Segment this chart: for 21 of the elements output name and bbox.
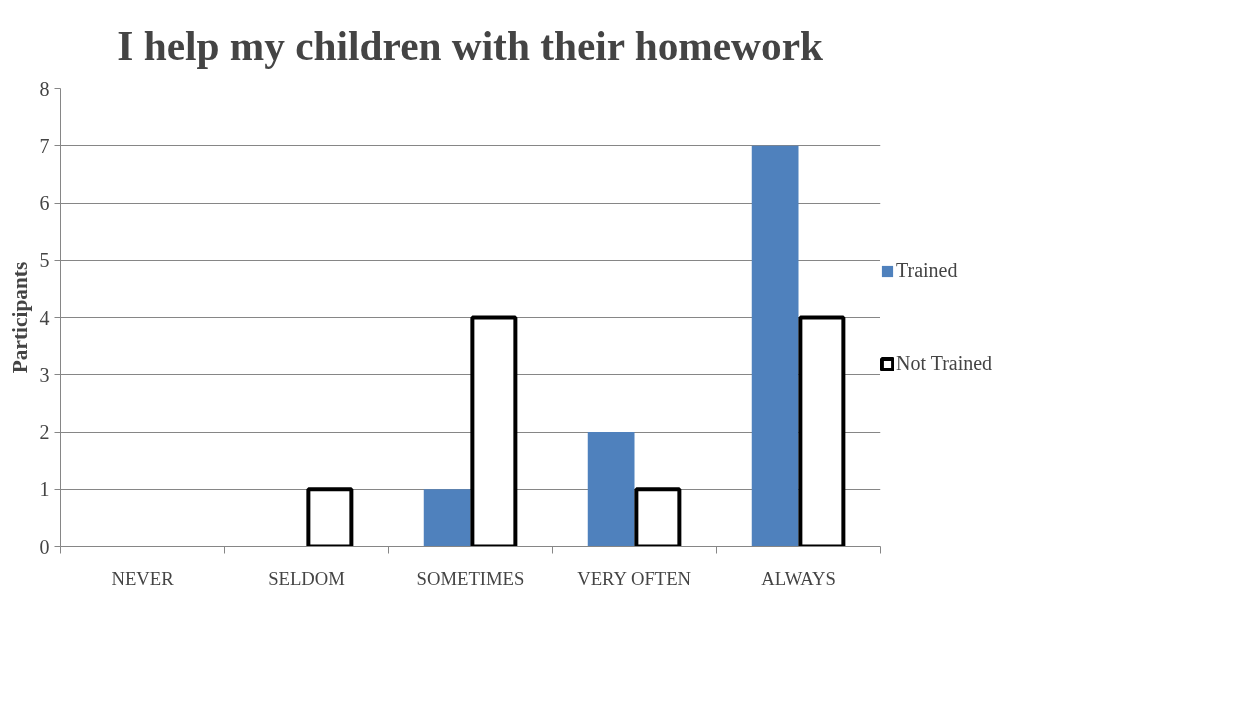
- y-tick-label: 6: [39, 192, 50, 214]
- legend-label: Not Trained: [896, 352, 993, 375]
- y-tick-label: 8: [39, 77, 50, 100]
- bar: [587, 431, 635, 547]
- bar: [423, 489, 471, 547]
- x-tick-label: ALWAYS: [761, 567, 836, 589]
- y-tick-label: 7: [39, 134, 50, 157]
- y-axis-title: Participants: [7, 261, 32, 374]
- x-tick-label: SOMETIMES: [416, 567, 525, 589]
- bar: [751, 145, 799, 547]
- x-tick-label: SELDOM: [268, 567, 346, 589]
- y-tick-label: 4: [39, 306, 50, 329]
- legend-label: Trained: [896, 259, 958, 282]
- x-tick-label: VERY OFTEN: [577, 567, 692, 589]
- y-tick-label: 0: [39, 535, 50, 558]
- y-tick-label: 3: [39, 363, 50, 386]
- chart-title: I help my children with their homework: [117, 22, 823, 69]
- y-tick-label: 1: [39, 478, 50, 501]
- y-tick-label: 5: [39, 249, 50, 272]
- x-tick-label: NEVER: [111, 567, 175, 589]
- y-tick-label: 2: [39, 421, 50, 443]
